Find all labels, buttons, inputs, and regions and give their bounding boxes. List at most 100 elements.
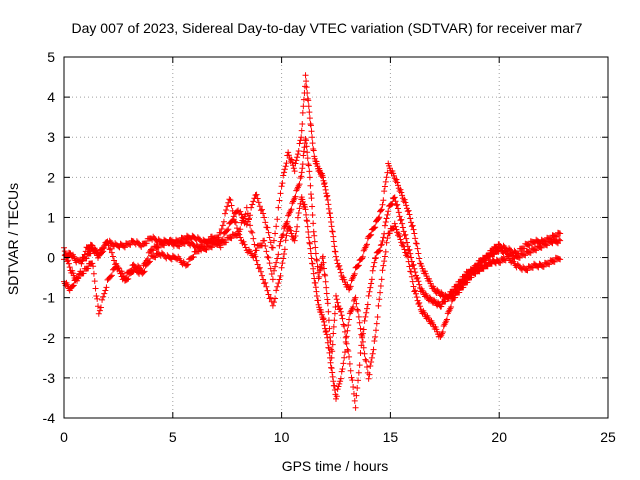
data-point xyxy=(127,241,134,248)
data-point xyxy=(277,272,284,279)
data-point xyxy=(281,246,288,253)
data-point xyxy=(324,296,331,303)
data-point xyxy=(303,143,310,150)
data-point xyxy=(364,241,371,248)
data-point xyxy=(533,247,540,254)
data-point xyxy=(92,285,99,292)
data-point xyxy=(556,236,563,243)
data-point xyxy=(272,263,279,270)
data-point xyxy=(121,244,128,251)
data-point xyxy=(381,188,388,195)
data-point xyxy=(305,97,312,104)
data-point xyxy=(280,231,287,238)
data-point xyxy=(222,210,229,217)
data-point xyxy=(309,203,316,210)
data-point xyxy=(312,284,319,291)
data-point xyxy=(291,168,298,175)
data-point xyxy=(363,358,370,365)
data-point xyxy=(326,325,333,332)
data-point xyxy=(108,249,115,256)
data-point xyxy=(286,224,293,231)
data-point xyxy=(250,198,257,205)
data-point xyxy=(386,230,393,237)
data-point xyxy=(360,326,367,333)
data-point xyxy=(403,235,410,242)
data-point xyxy=(368,231,375,238)
data-point xyxy=(340,321,347,328)
data-point xyxy=(381,183,388,190)
data-point xyxy=(328,365,335,372)
data-point xyxy=(226,196,233,203)
data-point xyxy=(107,273,114,280)
data-point xyxy=(323,331,330,338)
data-point xyxy=(87,250,94,257)
data-point xyxy=(309,211,316,218)
data-point xyxy=(325,201,332,208)
data-point xyxy=(414,245,421,252)
y-axis-label: SDTVAR / TECUs xyxy=(5,183,21,295)
data-point xyxy=(313,293,320,300)
data-point xyxy=(250,235,257,242)
data-point xyxy=(377,207,384,214)
data-point xyxy=(309,260,316,267)
data-point xyxy=(152,254,159,261)
data-point xyxy=(368,354,375,361)
data-point xyxy=(101,290,108,297)
data-point xyxy=(273,287,280,294)
data-point xyxy=(400,228,407,235)
data-point xyxy=(294,151,301,158)
data-point xyxy=(393,202,400,209)
data-point xyxy=(383,215,390,222)
data-point xyxy=(412,235,419,242)
data-point xyxy=(336,262,343,269)
data-point xyxy=(289,159,296,166)
data-point xyxy=(150,247,157,254)
data-point xyxy=(307,182,314,189)
data-point xyxy=(138,266,145,273)
data-point xyxy=(462,273,469,280)
data-point xyxy=(334,299,341,306)
data-point xyxy=(397,236,404,243)
data-point xyxy=(380,197,387,204)
data-point xyxy=(272,230,279,237)
data-point xyxy=(345,348,352,355)
data-points xyxy=(61,72,564,411)
data-point xyxy=(397,186,404,193)
data-point xyxy=(333,296,340,303)
data-point xyxy=(417,303,424,310)
data-point xyxy=(100,293,107,300)
data-point xyxy=(99,296,106,303)
data-point xyxy=(249,229,256,236)
data-point xyxy=(244,210,251,217)
data-point xyxy=(399,224,406,231)
data-point xyxy=(291,237,298,244)
data-point xyxy=(267,265,274,272)
data-point xyxy=(415,278,422,285)
data-point xyxy=(303,78,310,85)
data-point xyxy=(310,265,317,272)
data-point xyxy=(313,257,320,264)
data-point xyxy=(484,263,491,270)
data-point xyxy=(267,239,274,246)
data-point xyxy=(298,173,305,180)
data-point xyxy=(413,240,420,247)
data-point xyxy=(270,237,277,244)
data-point xyxy=(328,354,335,361)
data-point xyxy=(229,207,236,214)
data-point xyxy=(299,120,306,127)
data-point xyxy=(257,268,264,275)
data-point xyxy=(377,247,384,254)
data-point xyxy=(398,189,405,196)
data-point xyxy=(379,201,386,208)
data-point xyxy=(303,84,310,91)
data-point xyxy=(299,161,306,168)
data-point xyxy=(252,192,259,199)
data-point xyxy=(359,334,366,341)
data-point xyxy=(407,250,414,257)
data-point xyxy=(127,267,134,274)
data-point xyxy=(314,263,321,270)
data-point xyxy=(306,240,313,247)
data-series xyxy=(61,136,564,411)
data-point xyxy=(355,313,362,320)
data-point xyxy=(395,209,402,216)
